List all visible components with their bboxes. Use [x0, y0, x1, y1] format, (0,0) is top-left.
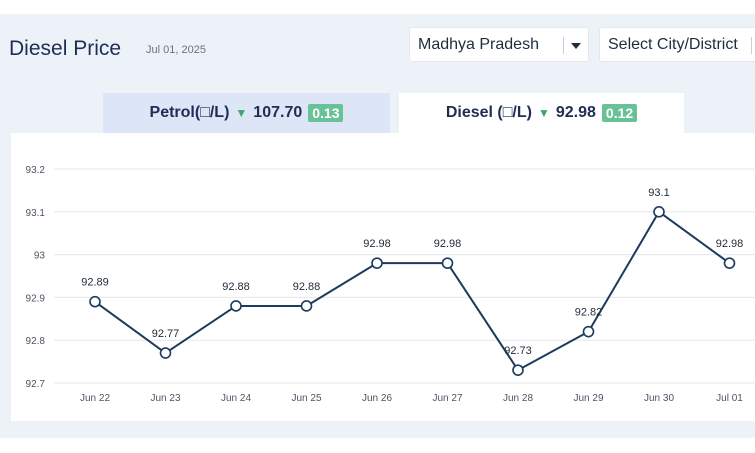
data-point	[723, 257, 736, 269]
page-title: Diesel Price	[9, 37, 122, 60]
data-label: 92.89	[81, 277, 109, 289]
data-label: 92.88	[222, 281, 250, 293]
tab-diesel[interactable]: Diesel (□/L) ▼ 92.98 0.12	[399, 93, 684, 133]
data-label: 92.98	[716, 238, 744, 250]
data-point	[441, 257, 454, 269]
tab-diesel-label: Diesel (□/L)	[445, 104, 532, 121]
data-point	[159, 347, 172, 359]
data-point	[300, 300, 313, 312]
chevron-down-icon[interactable]	[571, 43, 581, 49]
data-label: 92.82	[575, 307, 603, 319]
x-tick-label: Jun 24	[221, 393, 251, 404]
x-tick-label: Jun 28	[503, 393, 533, 404]
data-point	[89, 295, 101, 308]
state-select-value: Madhya Pradesh	[418, 35, 539, 53]
data-label: 92.88	[293, 281, 321, 293]
data-point	[230, 300, 242, 312]
tab-petrol-change-badge: 0.13	[308, 104, 344, 122]
data-point	[512, 364, 524, 376]
tab-diesel-price: 92.98	[555, 104, 596, 121]
y-tick-label: 93	[34, 251, 46, 262]
data-label: 93.1	[648, 187, 669, 199]
data-point	[582, 325, 595, 338]
state-select[interactable]: Madhya Pradesh	[409, 27, 589, 62]
x-tick-label: Jun 26	[362, 393, 392, 404]
series-line	[94, 210, 731, 372]
data-label: 92.73	[504, 345, 532, 357]
data-point	[653, 206, 665, 218]
x-tick-label: Jun 30	[644, 393, 674, 404]
tab-petrol-label: Petrol(□/L)	[149, 104, 230, 121]
y-tick-label: 93.2	[26, 165, 46, 176]
city-select[interactable]: Select City/District	[599, 27, 755, 62]
price-line-chart: 93.2 93.1 93 92.9 92.8 92.7 Jun 22 Jun 23 Jun 24…	[26, 165, 755, 404]
x-tick-label: Jun 25	[291, 393, 321, 404]
tab-diesel-change-badge: 0.12	[601, 104, 638, 122]
y-tick-label: 92.7	[26, 379, 46, 390]
y-tick-label: 93.1	[26, 208, 46, 219]
x-tick-label: Jun 27	[432, 393, 462, 404]
select-divider	[751, 37, 752, 54]
x-tick-label: Jun 29	[573, 393, 603, 404]
data-label: 92.98	[434, 238, 462, 250]
select-divider	[563, 37, 564, 54]
y-tick-label: 92.8	[26, 336, 46, 347]
tab-petrol[interactable]: Petrol(□/L) ▼ 107.70 0.13	[103, 93, 390, 133]
x-tick-label: Jun 23	[150, 393, 180, 404]
down-arrow-icon: ▼	[537, 106, 550, 120]
chart-card: 93.2 93.1 93 92.9 92.8 92.7 Jun 22 Jun 23 Jun 24…	[11, 133, 755, 421]
data-label: 92.77	[152, 328, 180, 340]
data-point	[371, 257, 383, 269]
price-date: Jul 01, 2025	[146, 44, 206, 56]
tab-petrol-price: 107.70	[253, 104, 303, 121]
y-tick-label: 92.9	[26, 293, 46, 304]
data-label: 92.98	[363, 238, 391, 250]
down-arrow-icon: ▼	[235, 106, 248, 120]
x-tick-label: Jun 22	[80, 393, 110, 404]
x-tick-label: Jul 01	[716, 393, 743, 404]
city-select-placeholder: Select City/District	[608, 35, 738, 53]
